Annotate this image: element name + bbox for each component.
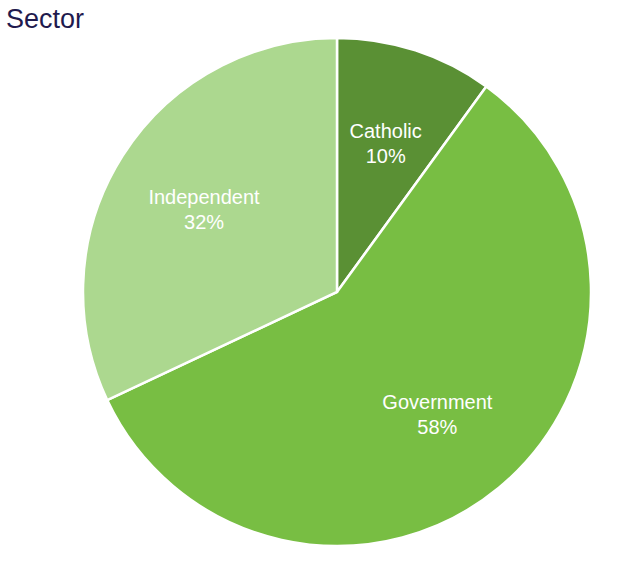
category-label: Government bbox=[382, 391, 492, 413]
chart: Sector Catholic 10% Government 58% Independen… bbox=[0, 0, 621, 568]
labels: Catholic 10% Government 58% Independent 32% bbox=[148, 120, 492, 438]
value-label: 32% bbox=[184, 211, 224, 233]
slice-label: Independent 32% bbox=[148, 186, 260, 233]
pie bbox=[83, 38, 591, 546]
category-label: Catholic bbox=[350, 120, 422, 142]
value-label: 58% bbox=[417, 416, 457, 438]
slice-label: Catholic 10% bbox=[350, 120, 422, 167]
category-label: Independent bbox=[148, 186, 260, 208]
title: Sector bbox=[6, 4, 84, 34]
slice bbox=[83, 38, 337, 400]
value-label: 10% bbox=[366, 145, 406, 167]
slice-label: Government 58% bbox=[382, 391, 492, 438]
